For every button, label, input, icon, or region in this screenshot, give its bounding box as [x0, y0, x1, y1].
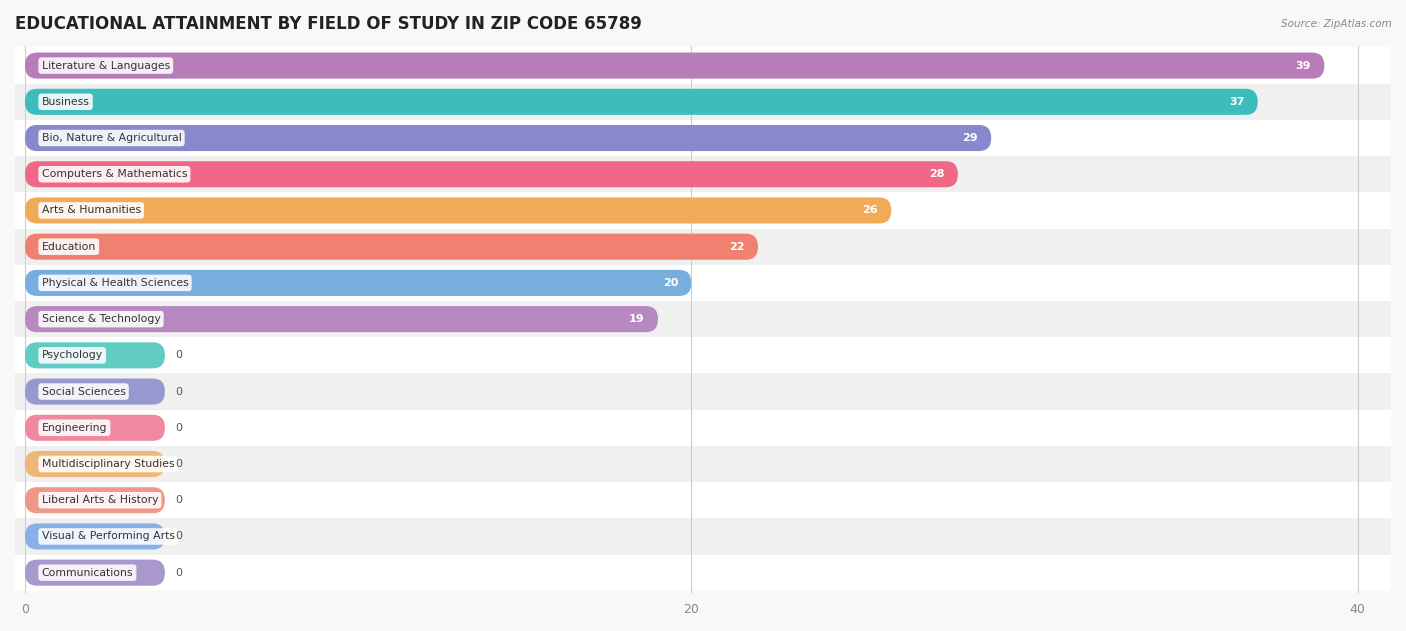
FancyBboxPatch shape — [25, 523, 165, 550]
Text: 0: 0 — [174, 423, 181, 433]
Text: Physical & Health Sciences: Physical & Health Sciences — [42, 278, 188, 288]
FancyBboxPatch shape — [8, 192, 1406, 228]
FancyBboxPatch shape — [25, 560, 165, 586]
FancyBboxPatch shape — [25, 161, 957, 187]
Text: 39: 39 — [1295, 61, 1310, 71]
Text: Visual & Performing Arts: Visual & Performing Arts — [42, 531, 174, 541]
Text: 0: 0 — [174, 495, 181, 505]
Text: 26: 26 — [862, 206, 877, 215]
Text: 37: 37 — [1229, 97, 1244, 107]
Text: Education: Education — [42, 242, 96, 252]
FancyBboxPatch shape — [25, 379, 165, 404]
FancyBboxPatch shape — [25, 487, 165, 513]
FancyBboxPatch shape — [8, 518, 1406, 555]
Text: Literature & Languages: Literature & Languages — [42, 61, 170, 71]
FancyBboxPatch shape — [8, 410, 1406, 446]
FancyBboxPatch shape — [8, 482, 1406, 518]
FancyBboxPatch shape — [25, 233, 758, 260]
Text: 22: 22 — [730, 242, 745, 252]
Text: 0: 0 — [174, 459, 181, 469]
Text: Bio, Nature & Agricultural: Bio, Nature & Agricultural — [42, 133, 181, 143]
Text: Arts & Humanities: Arts & Humanities — [42, 206, 141, 215]
FancyBboxPatch shape — [8, 374, 1406, 410]
FancyBboxPatch shape — [25, 451, 165, 477]
Text: Psychology: Psychology — [42, 350, 103, 360]
Text: Science & Technology: Science & Technology — [42, 314, 160, 324]
FancyBboxPatch shape — [25, 89, 1258, 115]
Text: 0: 0 — [174, 531, 181, 541]
FancyBboxPatch shape — [8, 555, 1406, 591]
Text: 19: 19 — [628, 314, 645, 324]
FancyBboxPatch shape — [25, 52, 1324, 79]
Text: EDUCATIONAL ATTAINMENT BY FIELD OF STUDY IN ZIP CODE 65789: EDUCATIONAL ATTAINMENT BY FIELD OF STUDY… — [15, 15, 643, 33]
Text: 0: 0 — [174, 350, 181, 360]
Text: Source: ZipAtlas.com: Source: ZipAtlas.com — [1281, 19, 1392, 29]
FancyBboxPatch shape — [8, 228, 1406, 265]
FancyBboxPatch shape — [8, 446, 1406, 482]
Text: 28: 28 — [929, 169, 945, 179]
FancyBboxPatch shape — [25, 306, 658, 332]
FancyBboxPatch shape — [25, 125, 991, 151]
Text: 20: 20 — [662, 278, 678, 288]
Text: Communications: Communications — [42, 568, 134, 577]
FancyBboxPatch shape — [8, 301, 1406, 337]
FancyBboxPatch shape — [8, 84, 1406, 120]
Text: Liberal Arts & History: Liberal Arts & History — [42, 495, 157, 505]
FancyBboxPatch shape — [8, 337, 1406, 374]
Text: 29: 29 — [962, 133, 977, 143]
FancyBboxPatch shape — [8, 47, 1406, 84]
FancyBboxPatch shape — [25, 415, 165, 441]
FancyBboxPatch shape — [8, 120, 1406, 156]
FancyBboxPatch shape — [8, 156, 1406, 192]
FancyBboxPatch shape — [25, 270, 692, 296]
FancyBboxPatch shape — [25, 198, 891, 223]
FancyBboxPatch shape — [25, 342, 165, 369]
Text: Multidisciplinary Studies: Multidisciplinary Studies — [42, 459, 174, 469]
Text: Social Sciences: Social Sciences — [42, 387, 125, 396]
Text: Engineering: Engineering — [42, 423, 107, 433]
Text: 0: 0 — [174, 568, 181, 577]
Text: Business: Business — [42, 97, 90, 107]
FancyBboxPatch shape — [8, 265, 1406, 301]
Text: 0: 0 — [174, 387, 181, 396]
Text: Computers & Mathematics: Computers & Mathematics — [42, 169, 187, 179]
